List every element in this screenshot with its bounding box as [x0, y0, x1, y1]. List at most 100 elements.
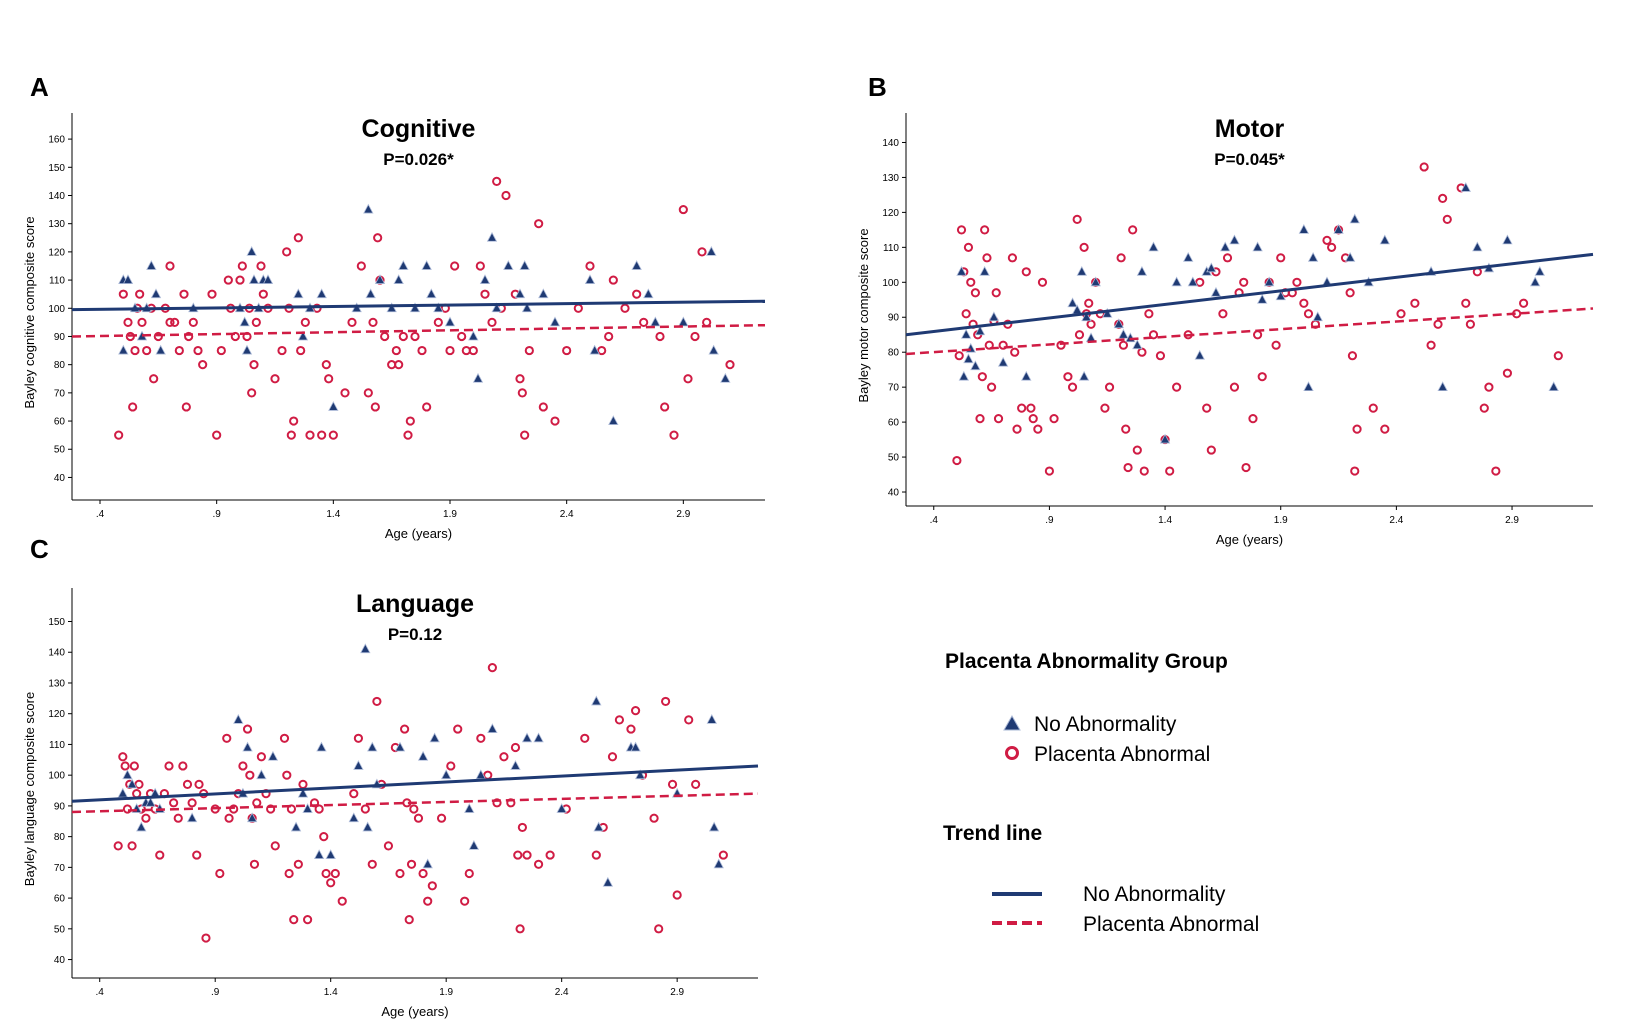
y-tick-label: 150 — [48, 163, 65, 174]
data-point-no-abnormality — [1303, 381, 1314, 392]
data-point-placenta-abnormal — [1137, 347, 1147, 357]
data-point-placenta-abnormal — [510, 742, 521, 753]
data-point-placenta-abnormal — [585, 261, 595, 271]
data-point-placenta-abnormal — [235, 275, 245, 285]
data-point-placenta-abnormal — [977, 372, 987, 382]
data-point-no-abnormality — [514, 288, 526, 299]
data-point-no-abnormality — [248, 274, 260, 284]
data-point-placenta-abnormal — [691, 779, 701, 789]
data-point-placenta-abnormal — [137, 317, 147, 327]
data-point-placenta-abnormal — [252, 798, 262, 808]
data-point-placenta-abnormal — [286, 804, 297, 814]
data-point-no-abnormality — [1090, 276, 1101, 287]
data-point-placenta-abnormal — [1241, 462, 1251, 473]
data-point-no-abnormality — [1081, 311, 1092, 322]
data-point-no-abnormality — [122, 769, 133, 780]
trend-line-placenta-abnormal — [71, 792, 759, 814]
data-point-no-abnormality — [398, 260, 409, 270]
data-point-placenta-abnormal — [123, 317, 133, 327]
x-tick-label: 2.4 — [555, 987, 569, 998]
data-point-placenta-abnormal — [1479, 403, 1489, 413]
data-point-no-abnormality — [239, 316, 250, 327]
data-point-placenta-abnormal — [1442, 214, 1452, 224]
x-tick-label: 2.4 — [560, 509, 574, 520]
data-point-placenta-abnormal — [405, 416, 415, 426]
data-point-no-abnormality — [367, 741, 378, 752]
data-point-placenta-abnormal — [422, 402, 432, 412]
data-point-placenta-abnormal — [293, 859, 303, 869]
data-point-no-abnormality — [1159, 433, 1171, 444]
data-point-no-abnormality — [678, 316, 689, 327]
data-point-no-abnormality — [708, 344, 719, 355]
x-tick-label: .4 — [96, 509, 105, 520]
data-point-placenta-abnormal — [1155, 351, 1166, 361]
data-point-no-abnormality — [1206, 262, 1217, 273]
data-point-placenta-abnormal — [468, 345, 478, 356]
y-tick-label: 90 — [54, 801, 66, 812]
data-point-no-abnormality — [290, 821, 302, 832]
y-tick-label: 130 — [48, 678, 65, 689]
data-point-placenta-abnormal — [1026, 403, 1036, 413]
data-point-no-abnormality — [1460, 182, 1471, 192]
data-point-no-abnormality — [486, 231, 498, 242]
data-point-no-abnormality — [1349, 213, 1360, 224]
data-point-placenta-abnormal — [270, 841, 280, 851]
data-point-no-abnormality — [241, 344, 253, 355]
data-point-placenta-abnormal — [403, 430, 413, 440]
data-point-placenta-abnormal — [1465, 319, 1476, 329]
data-point-no-abnormality — [608, 415, 619, 425]
data-point-placenta-abnormal — [302, 915, 313, 925]
y-tick-label: 130 — [882, 173, 899, 184]
data-point-no-abnormality — [126, 778, 138, 789]
data-point-placenta-abnormal — [142, 345, 152, 356]
data-point-no-abnormality — [475, 769, 486, 780]
data-point-no-abnormality — [556, 803, 567, 813]
data-point-placenta-abnormal — [201, 933, 211, 943]
data-point-no-abnormality — [1548, 381, 1559, 392]
y-tick-label: 40 — [888, 488, 900, 499]
data-point-placenta-abnormal — [398, 331, 408, 342]
data-point-no-abnormality — [1344, 251, 1356, 262]
data-point-placenta-abnormal — [1519, 298, 1529, 308]
data-point-no-abnormality — [150, 288, 162, 299]
data-point-placenta-abnormal — [457, 331, 467, 342]
chart-title: Cognitive — [362, 115, 476, 143]
panel-letter: B — [868, 72, 887, 102]
legend-label-no-abnormality: No Abnormality — [1034, 713, 1177, 736]
data-point-placenta-abnormal — [284, 868, 294, 879]
data-point-no-abnormality — [706, 246, 717, 256]
data-point-placenta-abnormal — [237, 261, 247, 271]
data-point-placenta-abnormal — [417, 345, 427, 356]
data-point-no-abnormality — [1379, 234, 1390, 245]
data-point-placenta-abnormal — [242, 724, 253, 734]
data-point-placenta-abnormal — [620, 303, 630, 313]
data-point-placenta-abnormal — [956, 225, 967, 235]
trend-line-no-abnormality — [71, 764, 759, 803]
data-point-placenta-abnormal — [266, 804, 276, 814]
data-point-placenta-abnormal — [524, 345, 534, 356]
y-axis-label: Bayley cognitive composite score — [22, 216, 37, 408]
data-point-no-abnormality — [246, 812, 258, 823]
data-point-placenta-abnormal — [216, 345, 226, 356]
data-point-placenta-abnormal — [1299, 298, 1309, 308]
data-point-placenta-abnormal — [487, 317, 497, 327]
data-point-placenta-abnormal — [1248, 414, 1258, 424]
y-tick-label: 110 — [49, 740, 65, 751]
legend-group-title: Placenta Abnormality Group — [945, 650, 1228, 673]
data-point-placenta-abnormal — [1049, 414, 1059, 424]
y-tick-label: 130 — [48, 219, 65, 230]
data-point-placenta-abnormal — [445, 345, 455, 356]
chart-title: Motor — [1215, 115, 1285, 143]
y-tick-label: 80 — [888, 348, 900, 359]
data-point-no-abnormality — [720, 372, 731, 383]
data-point-placenta-abnormal — [669, 430, 679, 440]
data-point-placenta-abnormal — [223, 275, 233, 285]
data-point-placenta-abnormal — [970, 288, 980, 298]
y-tick-label: 40 — [54, 473, 66, 484]
data-point-placenta-abnormal — [188, 317, 198, 327]
data-point-no-abnormality — [970, 360, 981, 371]
data-point-placenta-abnormal — [326, 878, 336, 888]
data-point-no-abnormality — [997, 356, 1009, 367]
data-point-no-abnormality — [353, 760, 364, 770]
y-tick-label: 100 — [48, 771, 65, 782]
